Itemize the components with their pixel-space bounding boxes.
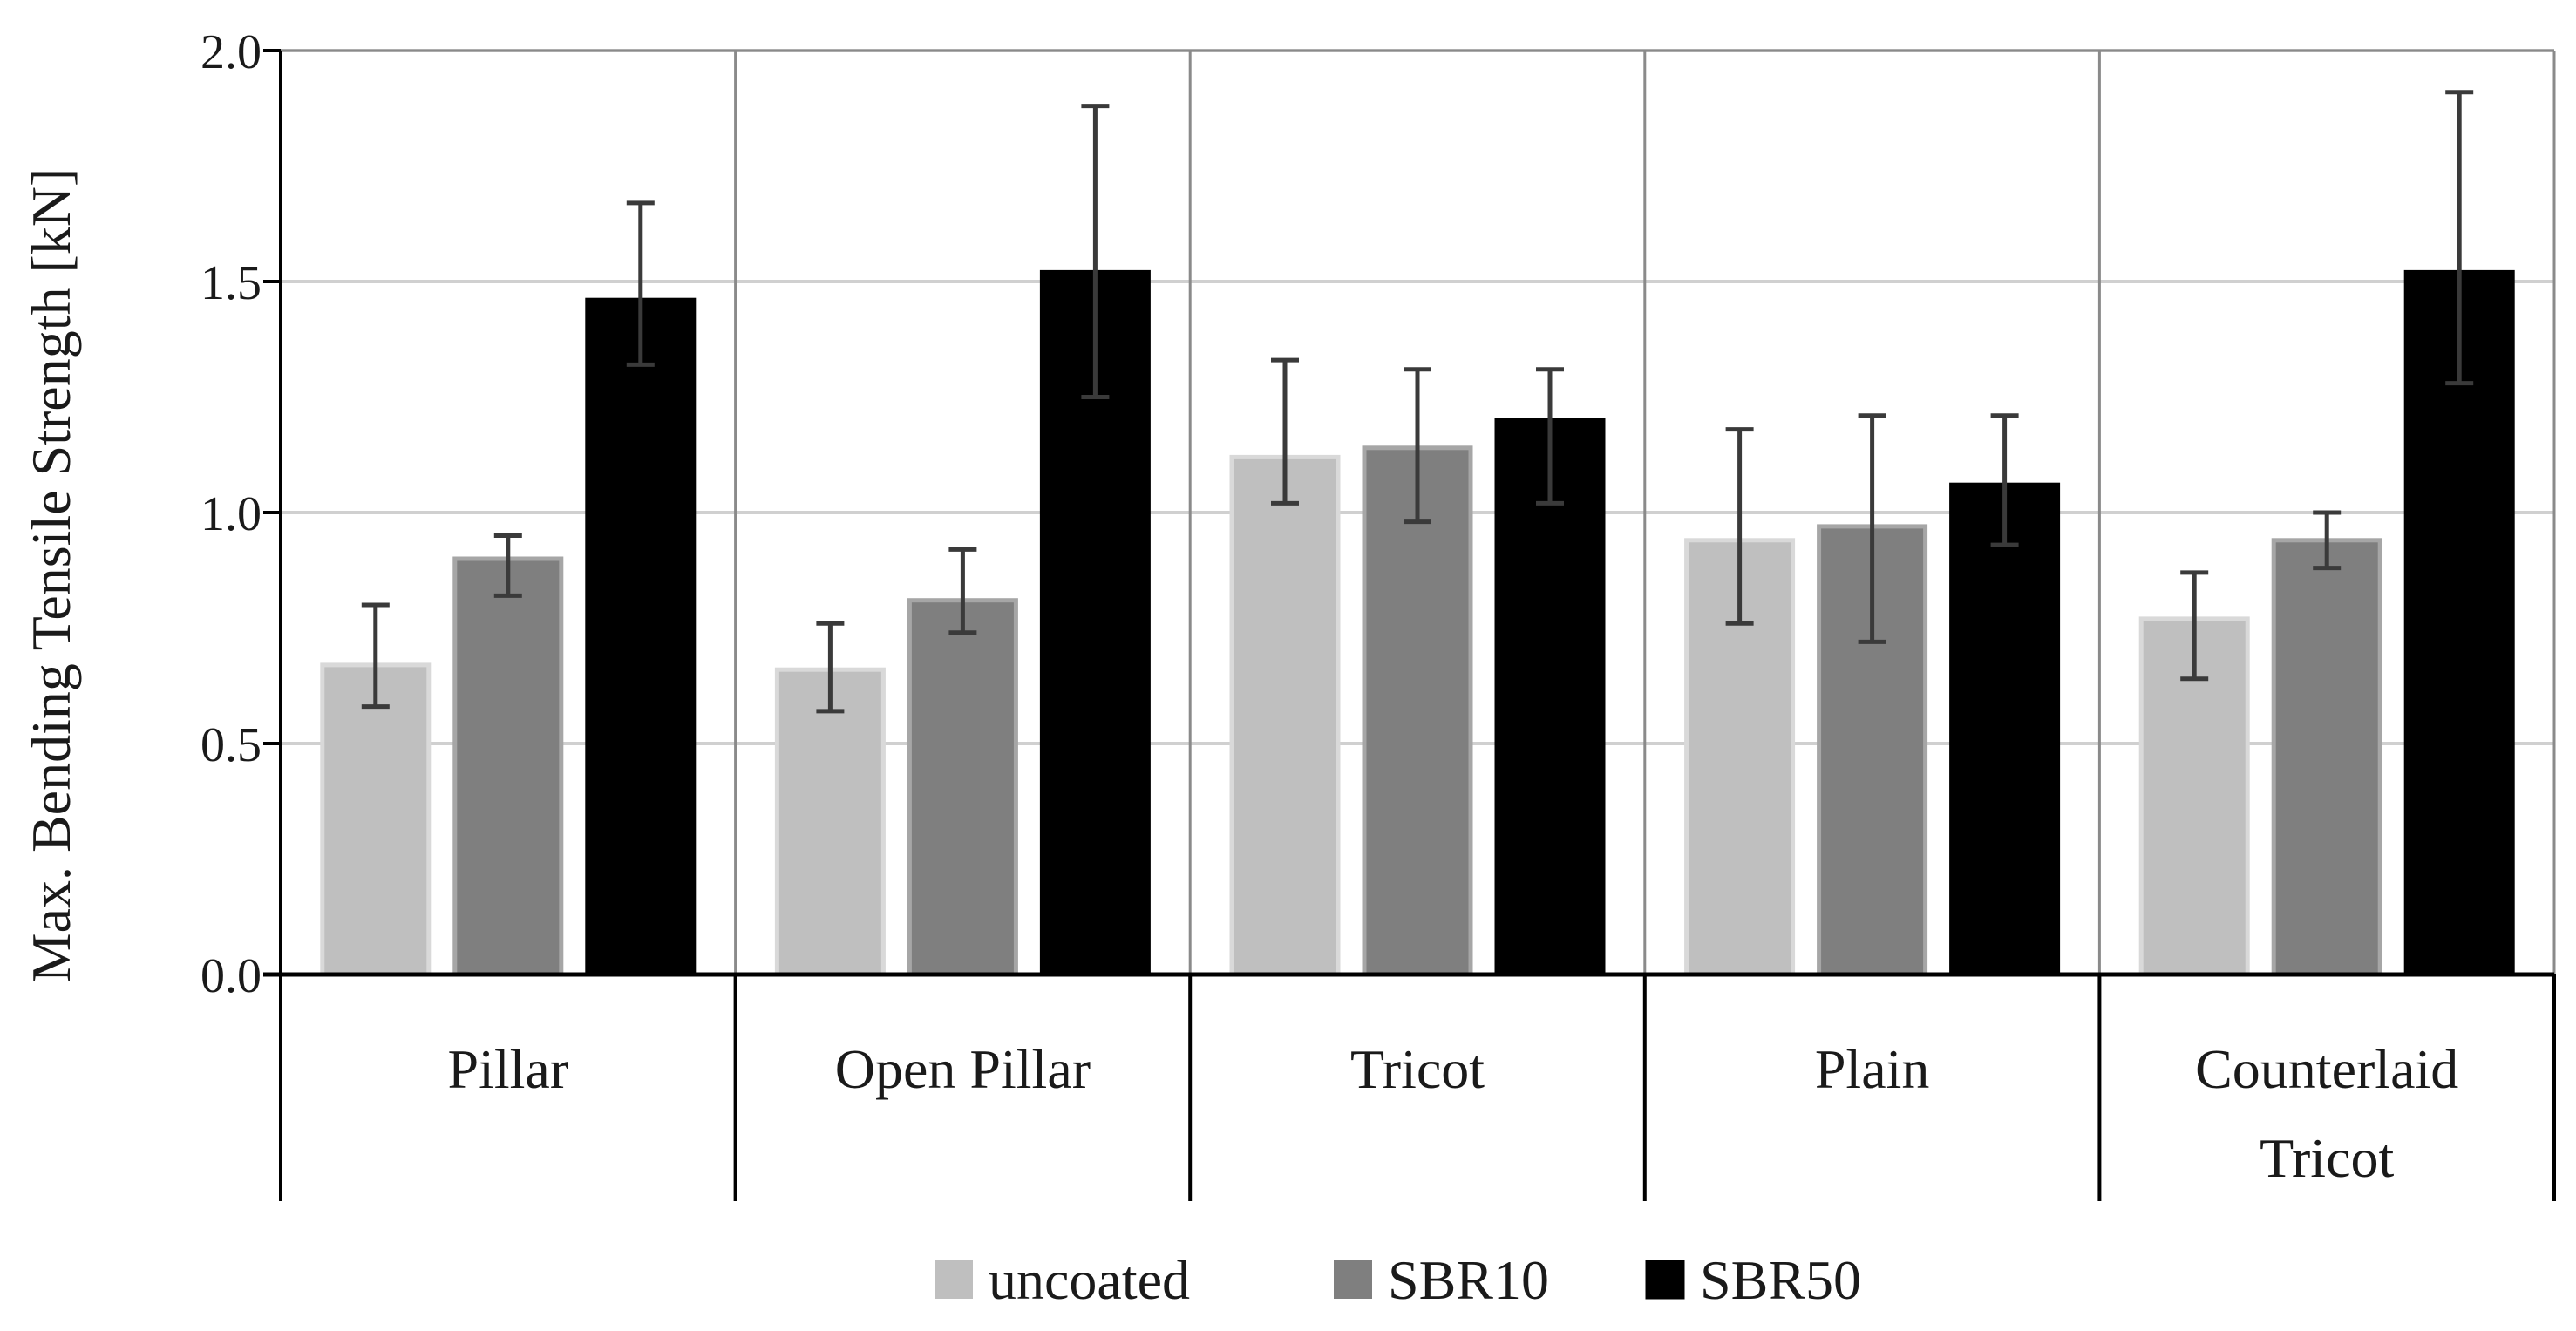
bar-SBR10 bbox=[1362, 445, 1473, 977]
bar-SBR10 bbox=[452, 556, 564, 977]
legend-label-SBR50: SBR50 bbox=[1700, 1249, 1861, 1311]
y-tick-label: 0.5 bbox=[201, 718, 262, 772]
category-label: Plain bbox=[1815, 1038, 1930, 1100]
bar-SBR50 bbox=[585, 297, 697, 977]
category-label: Open Pillar bbox=[835, 1038, 1091, 1100]
bar-uncoated bbox=[320, 662, 432, 977]
legend-swatch-uncoated bbox=[935, 1260, 973, 1299]
legend: uncoated SBR10 SBR50 bbox=[935, 1249, 1861, 1311]
category-label: Tricot bbox=[2260, 1127, 2394, 1189]
axes bbox=[263, 49, 2556, 1201]
error-bars bbox=[361, 90, 2474, 714]
legend-label-SBR10: SBR10 bbox=[1388, 1249, 1549, 1311]
y-tick-label: 0.0 bbox=[201, 949, 262, 1003]
y-axis-label: Max. Bending Tensile Strength [kN] bbox=[20, 168, 82, 983]
bar-uncoated bbox=[1229, 454, 1341, 977]
bar-SBR50 bbox=[1494, 418, 1606, 977]
y-tick-label: 2.0 bbox=[201, 25, 262, 79]
bar-SBR50 bbox=[1949, 482, 2061, 977]
category-label: Pillar bbox=[447, 1038, 568, 1100]
bar-SBR10 bbox=[907, 598, 1018, 977]
y-tick-label: 1.5 bbox=[201, 256, 262, 310]
bar-uncoated bbox=[774, 667, 886, 977]
category-label: Tricot bbox=[1350, 1038, 1485, 1100]
category-labels: Pillar Open Pillar Tricot Plain Counterlaid T… bbox=[447, 1038, 2458, 1189]
legend-swatch-SBR10 bbox=[1334, 1260, 1372, 1299]
category-label: Counterlaid bbox=[2195, 1038, 2458, 1100]
legend-label-uncoated: uncoated bbox=[989, 1249, 1190, 1311]
y-tick-label: 1.0 bbox=[201, 487, 262, 541]
y-tick-labels: 0.0 0.5 1.0 1.5 2.0 bbox=[201, 25, 262, 1003]
bar-SBR10 bbox=[2271, 538, 2382, 977]
legend-swatch-SBR50 bbox=[1645, 1260, 1685, 1300]
